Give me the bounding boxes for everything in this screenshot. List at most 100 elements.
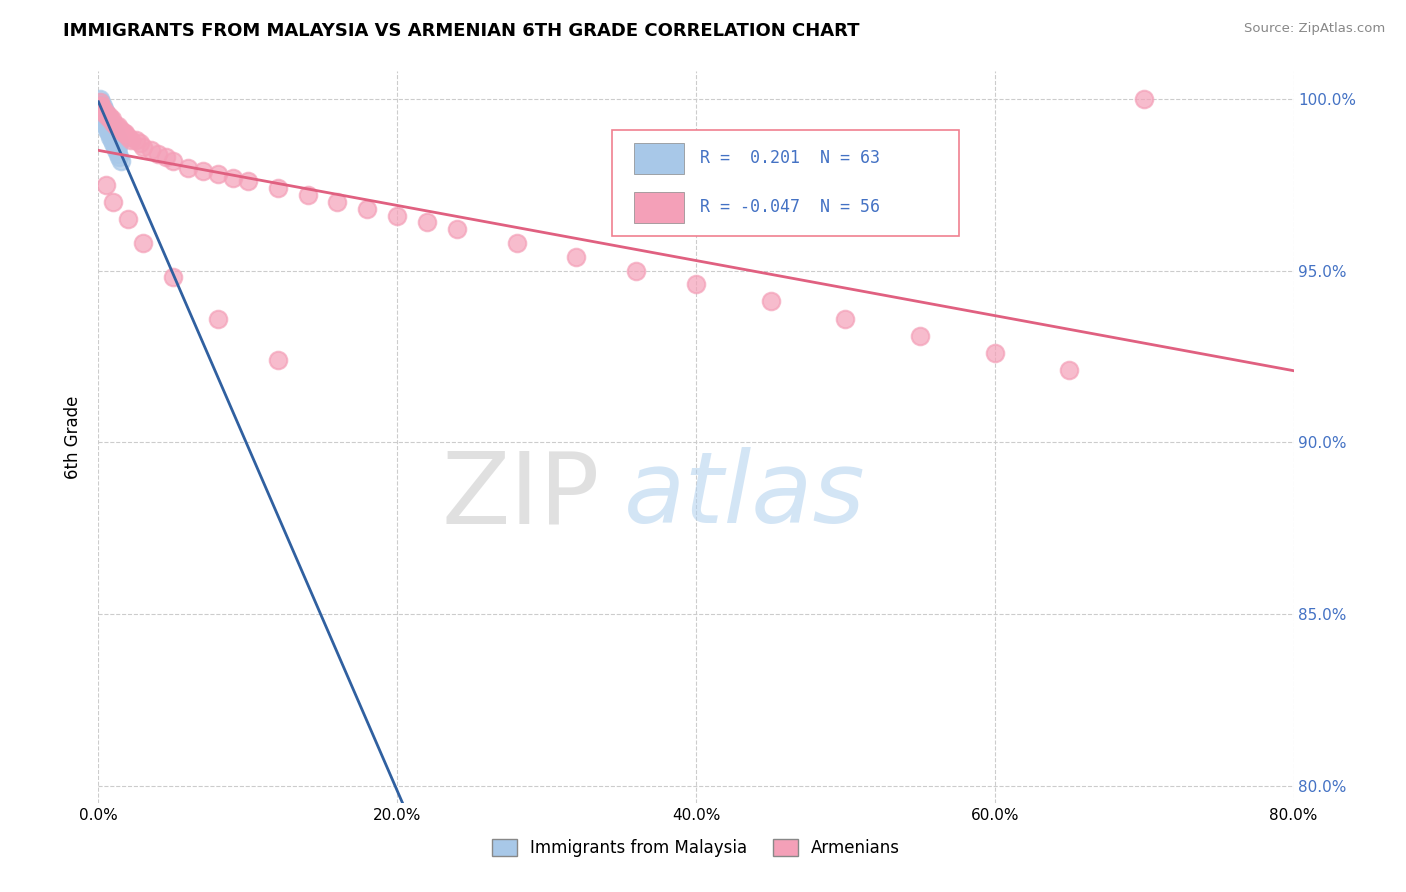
Point [108,136,131,151]
Point [89,95,111,110]
Text: R = -0.047  N = 56: R = -0.047 N = 56 [700,198,880,217]
Point [108,150,131,164]
Point [162,270,184,285]
Text: IMMIGRANTS FROM MALAYSIA VS ARMENIAN 6TH GRADE CORRELATION CHART: IMMIGRANTS FROM MALAYSIA VS ARMENIAN 6TH… [63,22,860,40]
Point [139,144,162,158]
Point [117,129,139,144]
Point [98,129,122,144]
Point [110,122,132,136]
Point [90,109,112,123]
Point [101,126,124,140]
Point [91,105,114,120]
Point [114,126,136,140]
Point [125,133,148,147]
Point [90,105,112,120]
Point [89,102,111,116]
Point [101,112,124,127]
Point [96,116,118,130]
Text: atlas: atlas [624,447,866,544]
Point [90,95,112,110]
Point [120,133,142,147]
Point [416,215,439,229]
Point [385,209,409,223]
Point [207,311,229,326]
Point [94,120,117,134]
Point [565,250,588,264]
Point [297,188,319,202]
Point [93,105,115,120]
Point [94,105,117,120]
Point [98,120,122,134]
Point [105,136,128,151]
Point [93,116,115,130]
Point [1133,92,1156,106]
Point [93,105,115,120]
Point [90,98,112,112]
Point [132,140,155,154]
Point [94,112,117,127]
Point [96,122,118,136]
Point [91,98,114,112]
Point [94,178,117,192]
Point [93,109,115,123]
Point [89,95,111,110]
FancyBboxPatch shape [634,192,685,223]
Point [89,98,111,112]
Point [89,92,111,106]
Point [267,352,290,367]
Point [98,122,122,136]
Point [94,105,117,120]
Point [101,133,124,147]
Point [93,102,115,116]
Point [91,112,114,127]
Point [104,133,127,147]
Point [107,140,129,154]
Point [96,112,118,127]
Point [103,136,125,151]
Point [1059,363,1081,377]
FancyBboxPatch shape [613,130,959,235]
Point [93,109,115,123]
Point [107,136,129,151]
Point [506,235,529,250]
Point [236,174,259,188]
Point [96,109,118,123]
Point [222,170,245,185]
Point [177,161,200,175]
Point [107,120,129,134]
Point [984,346,1007,360]
Point [101,120,124,134]
Point [94,109,117,123]
Text: Source: ZipAtlas.com: Source: ZipAtlas.com [1244,22,1385,36]
Point [103,129,125,144]
Point [110,153,132,168]
Point [104,126,127,140]
Point [98,112,122,127]
Text: R =  0.201  N = 63: R = 0.201 N = 63 [700,149,880,168]
Point [91,105,114,120]
Point [129,136,152,151]
Point [103,116,125,130]
Point [908,328,931,343]
Point [94,112,117,127]
Point [117,212,139,227]
Point [97,109,120,123]
Point [97,112,120,127]
Point [103,126,125,140]
Point [89,105,111,120]
Legend: Immigrants from Malaysia, Armenians: Immigrants from Malaysia, Armenians [485,832,907,864]
Point [105,144,128,158]
Point [90,102,112,116]
Point [267,181,290,195]
Point [91,102,114,116]
Point [97,122,120,136]
Point [94,116,117,130]
Point [207,167,229,181]
Point [148,146,170,161]
Point [759,294,782,309]
Point [104,140,127,154]
Point [162,153,184,168]
Point [101,122,124,136]
Point [98,116,122,130]
Point [107,133,129,147]
